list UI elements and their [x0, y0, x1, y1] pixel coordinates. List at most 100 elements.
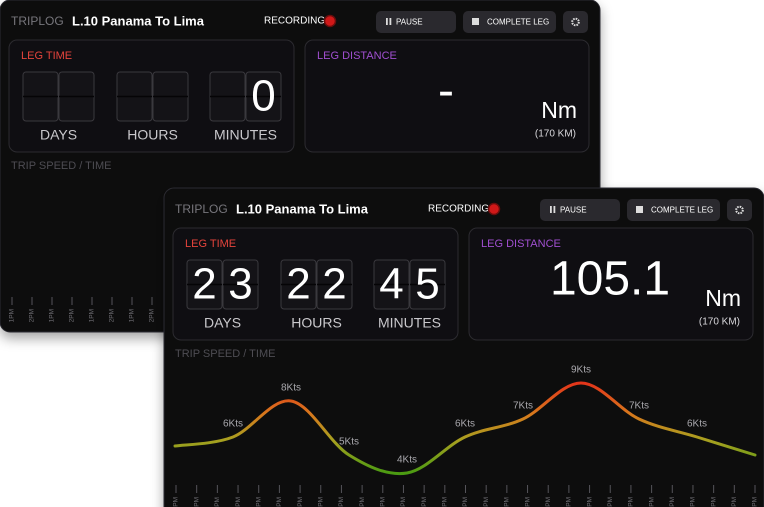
time-unit-label: DAYS [40, 127, 77, 143]
pause-icon [389, 18, 392, 25]
x-tick-label: 2PM [235, 497, 242, 507]
digit: 5 [415, 260, 439, 309]
speed-title: TRIP SPEED / TIME [175, 348, 275, 360]
leg-name: L.10 Panama To Lima [236, 201, 369, 216]
x-tick-label: 2PM [276, 497, 283, 507]
x-tick-label: 2PM [400, 497, 407, 507]
button-bg [563, 11, 588, 33]
leg-time-title: LEG TIME [185, 238, 236, 250]
app-name: TRIPLOG [11, 14, 64, 28]
x-tick-label: 2PM [566, 497, 573, 507]
x-tick-label: 2PM [317, 497, 324, 507]
x-tick-label: 1PM [338, 497, 345, 507]
window: TRIPLOG L.10 Panama To Lima RECORDING PAUSE… [163, 187, 764, 507]
pause-label: PAUSE [560, 206, 587, 215]
data-label: 5Kts [339, 437, 359, 448]
data-label: 6Kts [455, 419, 475, 430]
app-name: TRIPLOG [175, 202, 228, 216]
pause-icon [550, 206, 552, 213]
x-tick-label: 1PM [89, 309, 96, 322]
distance-value: 105.1 [550, 253, 670, 306]
stop-icon [636, 206, 643, 213]
x-tick-label: 2PM [359, 497, 366, 507]
x-tick-label: 2PM [607, 497, 614, 507]
x-tick-label: 2PM [483, 497, 490, 507]
leg-name: L.10 Panama To Lima [72, 13, 205, 28]
recording-label: RECORDING [264, 16, 325, 27]
x-tick-label: 1PM [545, 497, 552, 507]
x-tick-label: 2PM [69, 309, 76, 322]
complete-leg-label: COMPLETE LEG [487, 18, 549, 27]
pause-button[interactable]: PAUSE [376, 11, 456, 33]
settings-button[interactable] [563, 11, 588, 33]
x-tick-label: 1PM [49, 309, 56, 322]
leg-distance-title: LEG DISTANCE [317, 50, 397, 62]
window: TRIPLOG L.10 Panama To Lima RECORDING PAUSE… [0, 0, 601, 333]
pause-icon [553, 206, 556, 213]
digit: 3 [228, 260, 252, 309]
x-tick-label: 1PM [586, 497, 593, 507]
distance-km: (170 KM) [535, 129, 576, 140]
x-tick-label: 2PM [442, 497, 449, 507]
recording-label: RECORDING [428, 204, 489, 215]
pause-icon [386, 18, 388, 25]
x-tick-label: 1PM [255, 497, 262, 507]
button-bg [727, 199, 752, 221]
pause-button[interactable]: PAUSE [540, 199, 620, 221]
button-bg [540, 199, 620, 221]
digit: 0 [251, 72, 275, 121]
digit: 4 [379, 260, 403, 309]
x-tick-label: 1PM [752, 497, 759, 507]
x-tick-label: 2PM [648, 497, 655, 507]
time-unit-label: MINUTES [214, 127, 277, 143]
distance-unit: Nm [705, 285, 741, 311]
complete-leg-label: COMPLETE LEG [651, 206, 713, 215]
leg-distance-title: LEG DISTANCE [481, 238, 561, 250]
data-label: 4Kts [397, 455, 417, 466]
button-bg [463, 11, 556, 33]
pause-label: PAUSE [396, 18, 423, 27]
data-label: 7Kts [513, 401, 533, 412]
distance-value: - [438, 65, 454, 118]
time-unit-label: DAYS [204, 315, 241, 331]
x-tick-label: 1PM [297, 497, 304, 507]
time-unit-label: HOURS [127, 127, 178, 143]
leg-time-title: LEG TIME [21, 50, 72, 62]
speed-title: TRIP SPEED / TIME [11, 160, 111, 172]
x-tick-label: 1PM [9, 309, 16, 322]
digit: 2 [322, 260, 346, 309]
x-tick-label: 2PM [193, 497, 200, 507]
distance-unit: Nm [541, 97, 577, 123]
x-tick-label: 1PM [421, 497, 428, 507]
x-tick-label: 1PM [504, 497, 511, 507]
data-label: 9Kts [571, 365, 591, 376]
gear-icon [735, 205, 744, 215]
speed-line [173, 381, 757, 476]
leg-distance-box [304, 39, 590, 153]
distance-km: (170 KM) [699, 317, 740, 328]
digit: 2 [192, 260, 216, 309]
digit: 2 [286, 260, 310, 309]
x-tick-label: 2PM [524, 497, 531, 507]
data-label: 8Kts [281, 383, 301, 394]
stop-icon [472, 18, 479, 25]
x-tick-label: 2PM [731, 497, 738, 507]
x-tick-label: 1PM [129, 309, 136, 322]
complete-leg-button[interactable]: COMPLETE LEG [463, 11, 556, 33]
x-tick-label: 2PM [149, 309, 156, 322]
button-bg [376, 11, 456, 33]
time-unit-label: MINUTES [378, 315, 441, 331]
button-bg [627, 199, 720, 221]
x-tick-label: 1PM [710, 497, 717, 507]
x-tick-label: 1PM [462, 497, 469, 507]
x-tick-label: 1PM [380, 497, 387, 507]
x-tick-label: 1PM [628, 497, 635, 507]
recording-dot [323, 14, 337, 28]
data-label: 7Kts [629, 401, 649, 412]
complete-leg-button[interactable]: COMPLETE LEG [627, 199, 720, 221]
time-unit-label: HOURS [291, 315, 342, 331]
settings-button[interactable] [727, 199, 752, 221]
leg-distance-box [468, 227, 754, 341]
